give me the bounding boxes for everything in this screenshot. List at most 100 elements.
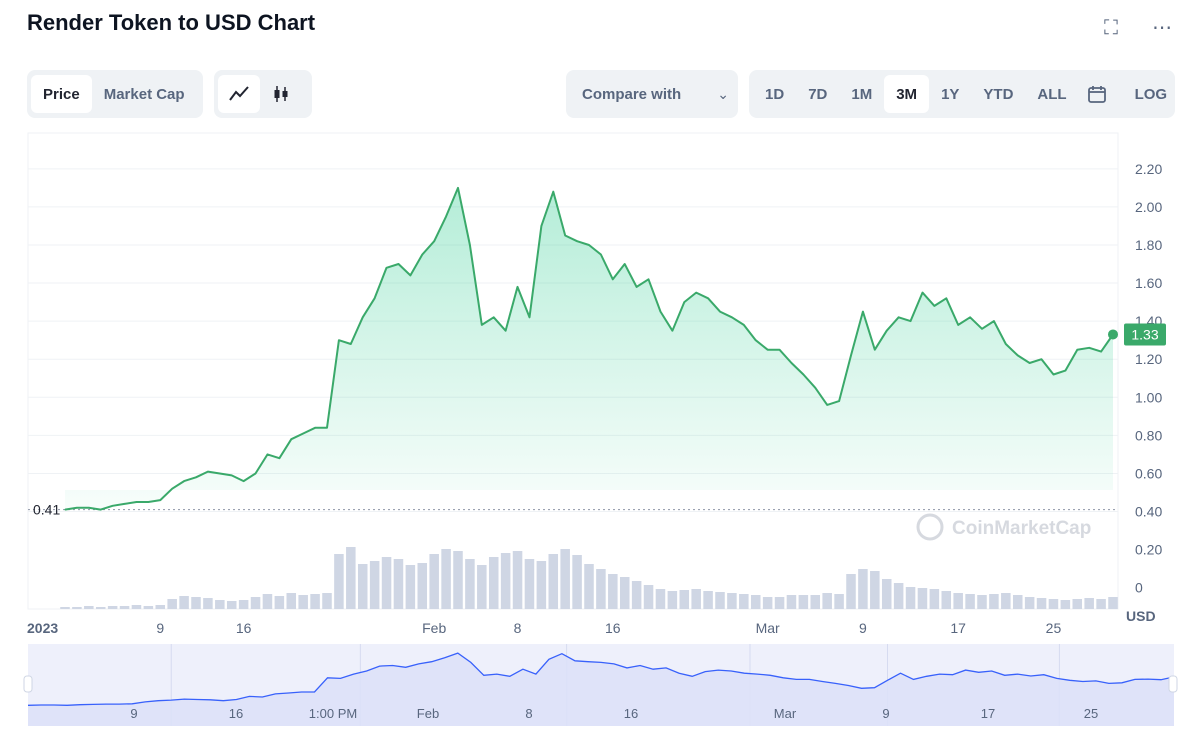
x-tick-label: 17	[950, 620, 966, 636]
price-point	[183, 480, 185, 482]
x-tick-label: 9	[156, 620, 164, 636]
range-1m[interactable]: 1M	[851, 85, 873, 103]
volume-bar	[381, 557, 392, 609]
fullscreen-icon[interactable]: ⛶	[1104, 17, 1118, 39]
x-tick-label: 16	[236, 620, 252, 636]
compare-dropdown[interactable]: Compare with ⌄	[566, 70, 738, 118]
range-all[interactable]: ALL	[1037, 85, 1067, 103]
price-point	[1064, 370, 1066, 372]
brush-line	[27, 652, 1175, 706]
more-horizontal-icon[interactable]: ⋯	[1152, 17, 1172, 39]
volume-bar	[155, 605, 166, 609]
price-point	[433, 240, 435, 242]
volume-bar	[512, 551, 523, 609]
volume-bar	[619, 577, 630, 609]
x-tick-label: 25	[1046, 620, 1062, 636]
price-point	[802, 373, 804, 376]
volume-bar	[286, 593, 297, 609]
price-point	[826, 404, 828, 406]
volume-bar	[167, 599, 177, 609]
price-point	[88, 507, 90, 509]
range-1y[interactable]: 1Y	[941, 85, 960, 103]
coinmarketcap-logo-icon	[916, 513, 944, 541]
volume-bar	[858, 569, 868, 609]
y-tick-label: 0.60	[1135, 465, 1162, 481]
volume-bar	[477, 565, 487, 609]
volume-axis-label: 0	[1135, 580, 1143, 596]
line-chart-icon	[229, 86, 249, 101]
volume-bar	[941, 591, 952, 609]
price-point	[135, 501, 138, 503]
price-point	[1076, 349, 1078, 351]
price-point	[1029, 362, 1031, 364]
range-1d[interactable]: 1D	[765, 85, 785, 103]
x-tick-label: Feb	[422, 620, 446, 636]
volume-bar	[822, 593, 832, 609]
range-7d[interactable]: 7D	[808, 85, 828, 103]
calendar-icon	[1087, 86, 1106, 103]
tab-market-cap[interactable]: Market Cap	[103, 85, 185, 103]
brush-x-label: 9	[882, 706, 889, 721]
brush-x-label: 17	[981, 706, 995, 721]
volume-bar	[179, 596, 189, 609]
range-group: 1D 7D 1M 3M 1Y YTD ALL LOG	[749, 70, 1175, 118]
chart-style-group	[214, 70, 312, 118]
volume-bar	[572, 555, 582, 609]
volume-bar	[357, 564, 368, 609]
volume-bar	[560, 549, 570, 609]
price-point	[421, 253, 423, 256]
x-tick-label: 8	[514, 620, 522, 636]
volume-bar	[405, 565, 416, 609]
price-point	[683, 301, 685, 303]
volume-bar	[893, 583, 904, 609]
price-point	[981, 328, 983, 330]
y-tick-label: 0.80	[1135, 427, 1162, 443]
price-point	[231, 474, 233, 476]
volume-bar	[131, 605, 142, 609]
volume-axis-label: 0.20	[1135, 542, 1162, 558]
volume-bar	[226, 601, 237, 609]
calendar-button[interactable]	[1079, 75, 1115, 113]
volume-bar	[715, 592, 725, 609]
price-point	[707, 297, 709, 299]
volume-bar	[143, 606, 154, 609]
price-point	[874, 349, 876, 351]
line-chart-button[interactable]	[218, 75, 260, 113]
volume-bar	[310, 594, 320, 609]
volume-bar	[238, 600, 249, 609]
volume-bar	[393, 559, 404, 609]
tab-price[interactable]: Price	[31, 75, 92, 113]
price-point	[457, 187, 459, 189]
volume-bar	[548, 554, 559, 609]
price-point	[493, 316, 495, 318]
volume-bar	[1060, 600, 1071, 609]
range-ytd[interactable]: YTD	[983, 85, 1014, 103]
volume-bar	[1001, 593, 1011, 609]
y-axis-unit-label: USD	[1126, 608, 1156, 624]
price-point	[719, 311, 721, 313]
volume-bar	[989, 594, 999, 609]
current-price-badge	[1124, 323, 1166, 346]
range-3m[interactable]: 3M	[884, 75, 930, 113]
volume-bar	[298, 595, 308, 609]
volume-bar	[441, 549, 451, 609]
price-point	[552, 191, 554, 193]
price-point	[898, 316, 900, 318]
volume-bar	[881, 579, 892, 609]
current-price-dot	[1108, 329, 1118, 340]
log-scale-button[interactable]: LOG	[1134, 85, 1168, 103]
y-tick-label: 1.80	[1135, 237, 1162, 253]
volume-bar	[643, 585, 654, 609]
price-point	[290, 438, 292, 440]
brush-right-handle	[1168, 675, 1178, 693]
price-point	[647, 278, 650, 280]
volume-bar	[596, 569, 606, 609]
candlestick-button[interactable]	[260, 75, 302, 113]
volume-bar	[750, 595, 761, 609]
price-point	[302, 432, 304, 435]
price-point	[743, 324, 745, 326]
price-point	[374, 297, 376, 299]
brush-x-label: Mar	[774, 706, 797, 721]
current-price-label: 1.33	[1131, 326, 1158, 342]
price-point	[731, 316, 733, 318]
